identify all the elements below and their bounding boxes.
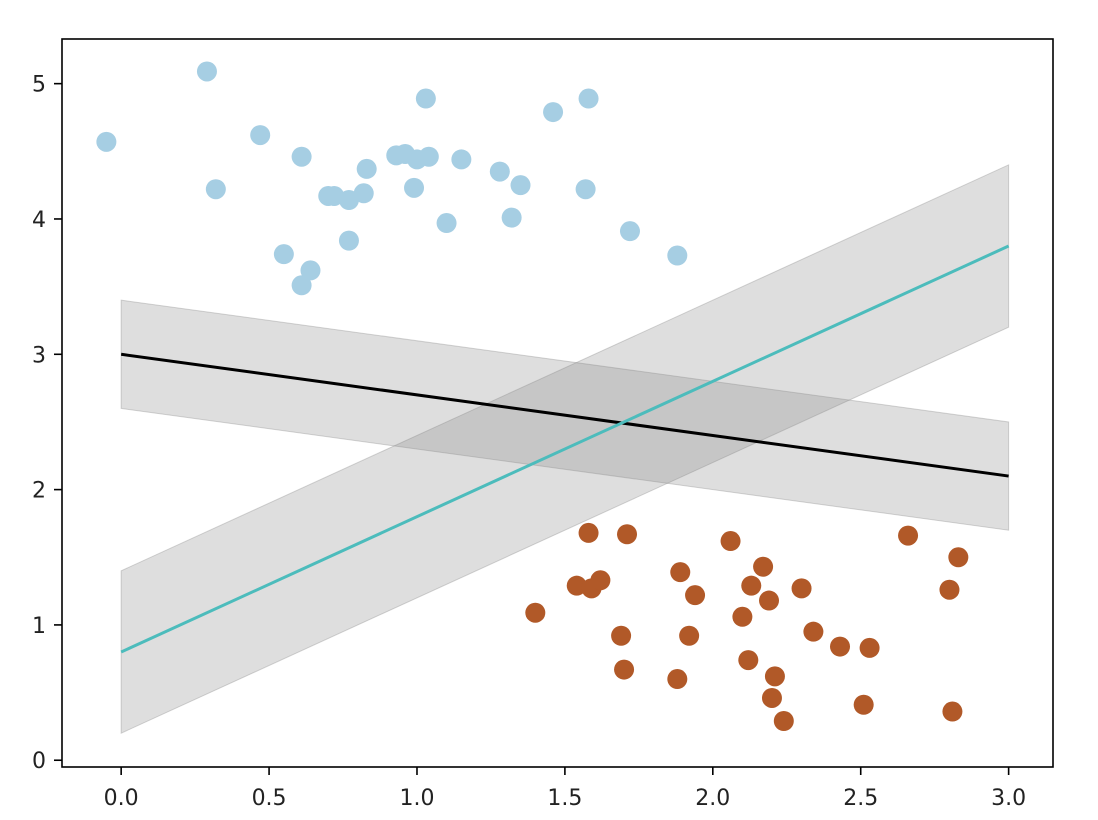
class-0-point	[291, 146, 312, 167]
class-0-point	[543, 102, 564, 123]
class-1-point	[761, 687, 782, 708]
y-tick-label: 4	[32, 208, 46, 233]
class-0-point	[510, 175, 531, 196]
class-1-point	[670, 562, 691, 583]
class-1-point	[859, 637, 880, 658]
class-0-point	[489, 161, 510, 182]
x-tick-label: 0.5	[252, 786, 287, 811]
class-0-point	[575, 179, 596, 200]
x-axis: 0.0 0.5 1.0 1.5 2.0 2.5 3.0	[104, 767, 1026, 811]
class-1-point	[590, 570, 611, 591]
class-0-point	[96, 131, 117, 152]
x-tick-label: 2.5	[843, 786, 878, 811]
y-tick-label: 3	[32, 343, 46, 368]
class-0-point	[353, 183, 374, 204]
class-1-point	[566, 575, 587, 596]
x-tick-label: 1.0	[399, 786, 434, 811]
class-1-point	[791, 578, 812, 599]
class-1-point	[948, 547, 969, 568]
class-0-point	[205, 179, 226, 200]
class-1-point	[679, 625, 700, 646]
y-axis: 0 1 2 3 4 5	[32, 73, 62, 774]
x-tick-label: 0.0	[104, 786, 139, 811]
y-tick-label: 2	[32, 479, 46, 504]
plot-frame	[61, 38, 1054, 768]
class-0-point	[250, 125, 271, 146]
class-0-point	[451, 149, 472, 170]
class-0-point	[404, 177, 425, 198]
class-1-point	[614, 659, 635, 680]
class-0-point	[415, 88, 436, 109]
class-1-point	[667, 669, 688, 690]
class-1-point	[753, 556, 774, 577]
y-tick-label: 0	[32, 749, 46, 774]
class-0-point	[619, 221, 640, 242]
class-1-point	[685, 585, 706, 606]
class-1-point	[803, 621, 824, 642]
class-0-point	[501, 207, 522, 228]
class-0-point	[300, 260, 321, 281]
line-2	[120, 244, 1010, 654]
y-tick-label: 5	[32, 73, 46, 98]
class-1-point	[773, 710, 794, 731]
class-0-point	[356, 158, 377, 179]
fit-lines	[120, 244, 1010, 654]
x-tick-label: 2.0	[695, 786, 730, 811]
class-1-point	[741, 575, 762, 596]
class-1-point	[759, 590, 780, 611]
class-1-point	[617, 524, 638, 545]
class-1-point	[720, 531, 741, 552]
class-1-point	[898, 525, 919, 546]
class-0-point	[667, 245, 688, 266]
x-tick-label: 1.5	[547, 786, 582, 811]
class-0-point	[196, 61, 217, 82]
class-1-point	[525, 602, 546, 623]
class-1-point	[939, 579, 960, 600]
class-0-point	[291, 275, 312, 296]
y-tick-label: 1	[32, 614, 46, 639]
class-1-point	[764, 666, 785, 687]
scatter-points	[96, 61, 969, 731]
class-1-point	[830, 636, 851, 657]
class-0-point	[436, 213, 457, 234]
x-tick-label: 3.0	[991, 786, 1026, 811]
class-0-point	[273, 244, 294, 265]
class-1-point	[578, 522, 599, 543]
class-1-point	[738, 650, 759, 671]
class-0-point	[578, 88, 599, 109]
class-0-point	[418, 146, 439, 167]
class-1-point	[611, 625, 632, 646]
line-1	[120, 352, 1009, 478]
class-1-point	[853, 694, 874, 715]
class-0-point	[338, 230, 359, 251]
class-1-point	[942, 701, 963, 722]
class-1-point	[732, 606, 753, 627]
